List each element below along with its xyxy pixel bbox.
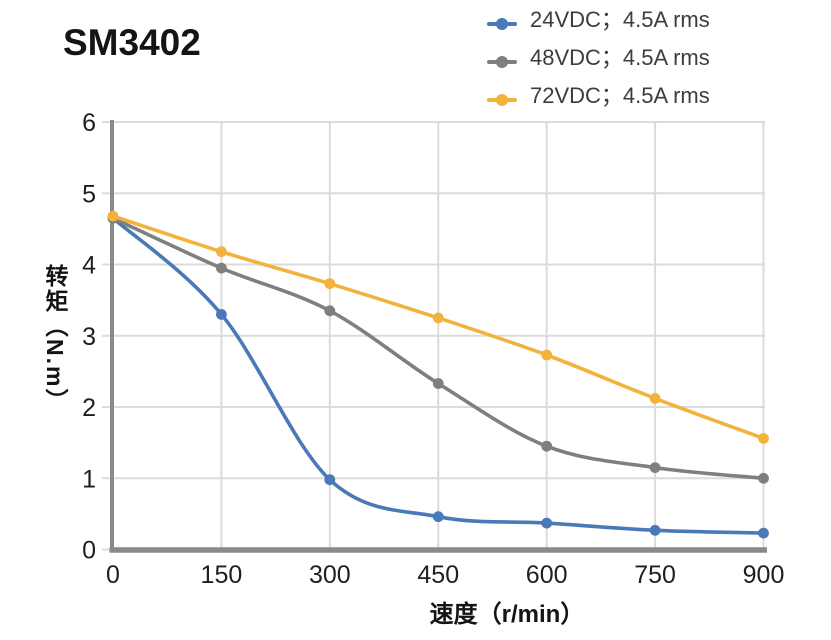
y-tick-label: 4 bbox=[82, 252, 96, 280]
x-axis-title: 速度（r/min） bbox=[429, 601, 585, 628]
data-point-marker bbox=[324, 278, 336, 290]
data-point-marker bbox=[216, 246, 227, 258]
y-tick-label: 6 bbox=[82, 109, 96, 137]
axes bbox=[109, 120, 767, 553]
legend-line-dot-icon bbox=[487, 56, 517, 68]
legend-line-dot-icon bbox=[487, 18, 517, 30]
gridlines bbox=[102, 121, 765, 551]
series-48vdc bbox=[107, 212, 769, 484]
data-point-marker bbox=[107, 210, 119, 222]
data-point-marker bbox=[758, 527, 769, 539]
x-tick-label: 300 bbox=[309, 561, 351, 589]
x-tick-label: 900 bbox=[743, 561, 785, 589]
y-tick-labels: 0 1 2 3 4 5 6 bbox=[82, 109, 96, 565]
legend-item: 72VDC；4.5A rms bbox=[487, 75, 710, 113]
data-point-marker bbox=[541, 349, 553, 361]
y-tick-label: 1 bbox=[82, 465, 96, 493]
y-tick-label: 5 bbox=[82, 180, 96, 208]
legend-item: 24VDC；4.5A rms bbox=[487, 0, 710, 37]
data-point-marker bbox=[758, 433, 769, 444]
x-tick-label: 150 bbox=[201, 561, 243, 589]
x-tick-labels: 0 150 300 450 600 750 900 bbox=[106, 561, 784, 589]
legend-item: 48VDC；4.5A rms bbox=[487, 37, 710, 75]
data-point-marker bbox=[432, 312, 444, 324]
chart-title: SM3402 bbox=[63, 22, 201, 63]
data-point-marker bbox=[758, 472, 769, 484]
data-point-marker bbox=[541, 440, 553, 452]
y-axis-title: 转矩（N.m） bbox=[42, 264, 68, 414]
legend-label: 72VDC；4.5A rms bbox=[530, 83, 710, 108]
legend-label: 24VDC；4.5A rms bbox=[530, 7, 710, 32]
data-point-marker bbox=[649, 393, 661, 404]
data-point-marker bbox=[216, 309, 227, 320]
legend: 24VDC；4.5A rms 48VDC；4.5A rms 72VDC；4.5A r… bbox=[487, 0, 710, 113]
data-point-marker bbox=[649, 462, 661, 473]
legend-line-dot-icon bbox=[487, 94, 517, 106]
legend-label: 48VDC；4.5A rms bbox=[530, 45, 710, 70]
x-tick-label: 450 bbox=[417, 561, 459, 589]
legend-dot-icon bbox=[496, 18, 508, 30]
data-point-marker bbox=[649, 524, 661, 536]
y-tick-label: 2 bbox=[82, 394, 96, 422]
data-point-marker bbox=[324, 305, 336, 317]
data-point-marker bbox=[432, 378, 444, 389]
data-point-marker bbox=[432, 511, 444, 523]
y-tick-label: 3 bbox=[82, 323, 96, 351]
x-tick-label: 750 bbox=[634, 561, 676, 589]
data-point-marker bbox=[216, 262, 227, 274]
x-tick-label: 0 bbox=[106, 561, 120, 589]
series-72vdc bbox=[107, 210, 769, 444]
legend-dot-icon bbox=[496, 56, 508, 68]
data-point-marker bbox=[541, 517, 553, 529]
y-tick-label: 0 bbox=[82, 537, 96, 565]
data-point-marker bbox=[324, 474, 336, 486]
x-tick-label: 600 bbox=[526, 561, 568, 589]
legend-dot-icon bbox=[496, 94, 508, 106]
